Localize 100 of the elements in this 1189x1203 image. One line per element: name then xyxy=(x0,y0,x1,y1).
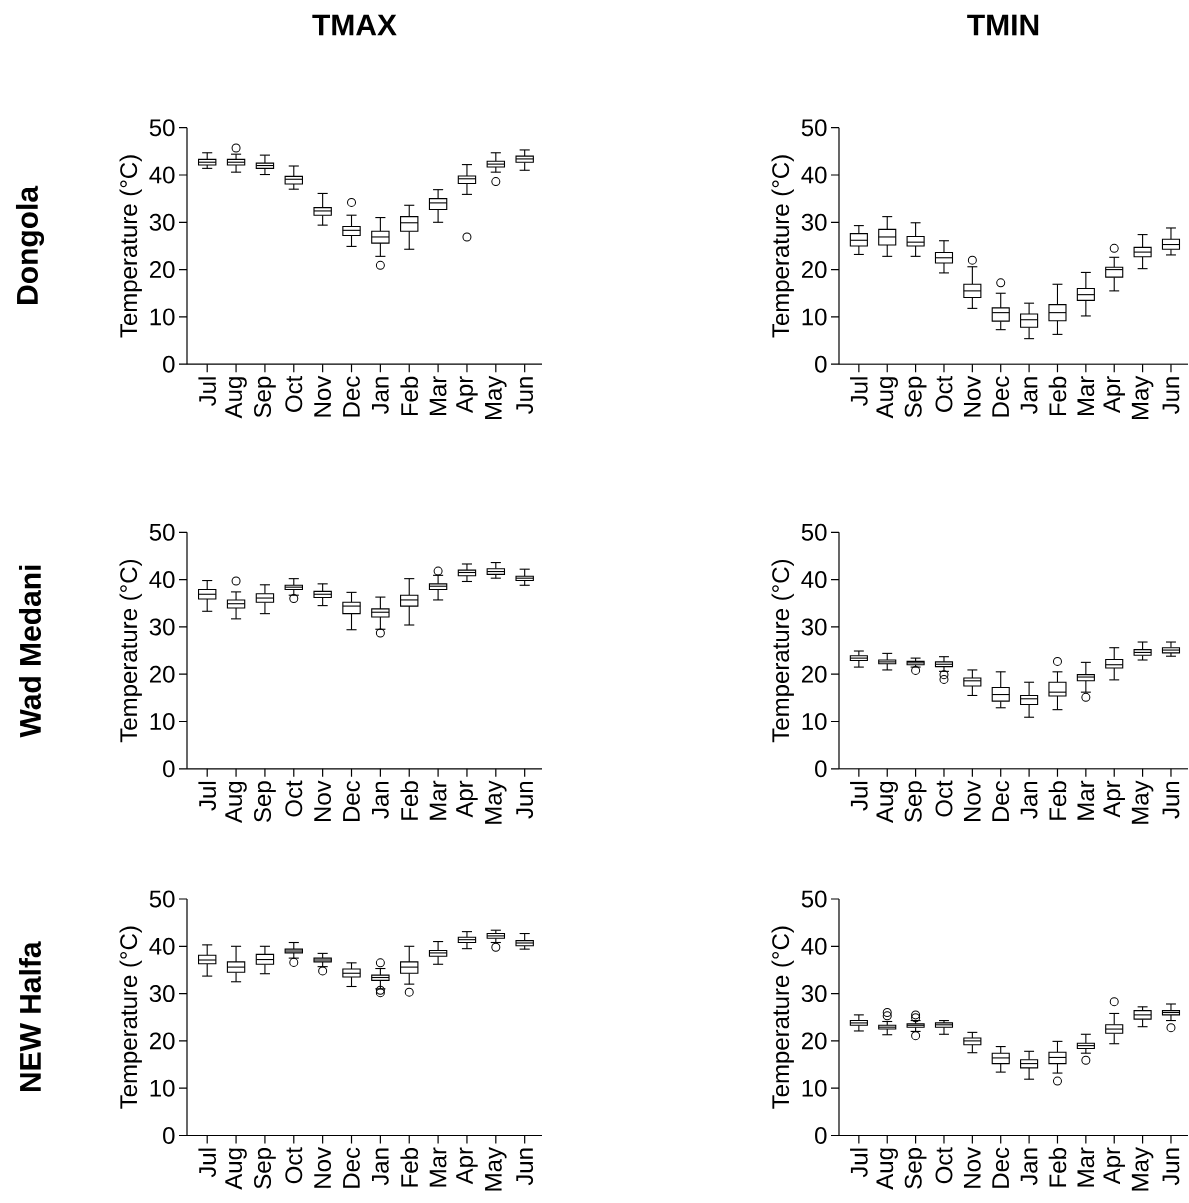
x-tick-label: May xyxy=(1131,780,1154,824)
y-tick-label: 40 xyxy=(801,571,827,589)
x-tick-label: Mar xyxy=(1077,780,1095,820)
y-tick-label: 40 xyxy=(801,937,827,955)
x-tick-label: Feb xyxy=(400,781,419,820)
x-tick-label: Aug xyxy=(225,377,247,419)
x-tick-label: Oct xyxy=(285,375,303,412)
x-tick-label: May xyxy=(1131,375,1154,420)
x-tick-label: Jun xyxy=(516,377,534,415)
y-axis-title: Temperature (°C) xyxy=(119,559,142,743)
y-tick-label: 20 xyxy=(149,1032,175,1050)
y-tick-label: 30 xyxy=(149,985,175,1003)
x-tick-label: Aug xyxy=(225,1148,247,1190)
x-tick-label: Jul xyxy=(850,781,868,811)
y-tick-label: 20 xyxy=(149,665,175,683)
x-tick-label: Jan xyxy=(372,781,389,819)
x-tick-label: Nov xyxy=(314,375,332,417)
x-tick-label: Apr xyxy=(1103,376,1125,414)
x-tick-label: Oct xyxy=(935,375,953,412)
y-tick-label: 10 xyxy=(150,1079,175,1097)
y-axis-title: Temperature (°C) xyxy=(771,559,794,743)
text: NEW Halfa xyxy=(18,941,42,1092)
y-tick-label: 30 xyxy=(149,618,175,636)
y-tick-label: 10 xyxy=(150,308,175,326)
x-tick-label: Sep xyxy=(254,781,276,822)
x-tick-label: Nov xyxy=(963,780,981,822)
y-tick-label: 30 xyxy=(801,213,827,231)
y-tick-label: 50 xyxy=(801,890,827,908)
x-tick-label: Apr xyxy=(1103,1147,1125,1185)
y-tick-label: 10 xyxy=(802,1079,827,1097)
x-tick-label: Aug xyxy=(876,781,898,823)
y-axis-title: Temperature (°C) xyxy=(119,155,142,338)
chart-title: TMAX xyxy=(312,14,397,36)
y-tick-label: 10 xyxy=(802,713,827,730)
x-tick-label: Aug xyxy=(225,781,247,823)
y-tick-label: 50 xyxy=(801,523,827,541)
x-tick-label: Jul xyxy=(850,1148,868,1178)
y-tick-label: 20 xyxy=(801,261,827,279)
x-tick-label: Jul xyxy=(850,377,868,407)
x-tick-label: Jun xyxy=(1162,377,1180,415)
y-tick-label: 0 xyxy=(815,355,827,373)
x-tick-label: Apr xyxy=(456,1147,478,1185)
y-tick-label: 20 xyxy=(149,261,175,279)
x-tick-label: Jan xyxy=(1020,377,1038,415)
x-tick-label: Mar xyxy=(429,780,447,820)
x-tick-label: Apr xyxy=(1103,780,1125,818)
x-tick-label: Apr xyxy=(456,376,478,414)
x-tick-label: Jun xyxy=(1162,1148,1180,1186)
y-tick-label: 0 xyxy=(163,355,175,373)
x-tick-label: May xyxy=(1131,1147,1154,1191)
x-tick-label: Nov xyxy=(963,1147,981,1188)
x-tick-label: Sep xyxy=(254,1148,276,1189)
x-tick-label: Mar xyxy=(429,376,447,416)
x-tick-label: Feb xyxy=(1048,376,1067,416)
x-tick-label: Jan xyxy=(372,377,389,415)
y-tick-label: 30 xyxy=(801,985,827,1003)
y-tick-label: 40 xyxy=(149,937,175,955)
y-tick-label: 20 xyxy=(801,1032,827,1050)
y-tick-label: 0 xyxy=(815,760,827,778)
x-tick-label: Nov xyxy=(314,1147,332,1188)
x-tick-label: May xyxy=(485,780,507,824)
y-tick-label: 0 xyxy=(163,760,175,778)
y-axis-title: Temperature (°C) xyxy=(771,155,794,338)
y-tick-label: 50 xyxy=(149,890,175,908)
x-tick-label: Feb xyxy=(400,1148,419,1187)
x-tick-label: Jul xyxy=(198,781,217,811)
x-tick-label: Feb xyxy=(400,376,419,416)
text: Wad Medani xyxy=(18,565,42,738)
y-axis-title: Temperature (°C) xyxy=(771,926,794,1109)
y-tick-label: 40 xyxy=(801,166,827,184)
x-tick-label: Jan xyxy=(1020,1148,1038,1186)
y-tick-label: 40 xyxy=(149,571,175,589)
x-tick-label: Aug xyxy=(876,377,898,419)
x-tick-label: Nov xyxy=(963,375,981,417)
y-tick-label: 50 xyxy=(801,119,827,137)
chart-title: TMIN xyxy=(967,14,1039,36)
x-tick-label: Oct xyxy=(935,1147,953,1184)
x-tick-label: Dec xyxy=(343,780,360,822)
x-tick-label: Sep xyxy=(904,1148,927,1189)
x-tick-label: Jun xyxy=(516,1148,534,1186)
y-tick-label: 50 xyxy=(149,523,175,541)
x-tick-label: Jun xyxy=(1162,781,1180,819)
text: Dongola xyxy=(15,185,45,304)
x-tick-label: Sep xyxy=(254,376,276,418)
x-tick-label: Oct xyxy=(285,1147,303,1184)
y-tick-label: 10 xyxy=(150,713,175,730)
y-tick-label: 0 xyxy=(163,1127,175,1144)
y-tick-label: 40 xyxy=(149,166,175,184)
x-tick-label: Feb xyxy=(1048,1148,1067,1187)
x-tick-label: Oct xyxy=(935,780,953,817)
x-tick-label: Aug xyxy=(876,1148,898,1190)
x-tick-label: Dec xyxy=(992,1147,1010,1188)
x-tick-label: Mar xyxy=(1077,376,1095,416)
y-tick-label: 20 xyxy=(801,665,827,683)
y-tick-label: 50 xyxy=(149,119,175,137)
x-tick-label: Apr xyxy=(456,780,478,818)
x-tick-label: May xyxy=(485,375,507,420)
x-tick-label: Dec xyxy=(343,376,360,417)
x-tick-label: Jan xyxy=(1020,781,1038,819)
y-axis-title: Temperature (°C) xyxy=(119,926,142,1109)
